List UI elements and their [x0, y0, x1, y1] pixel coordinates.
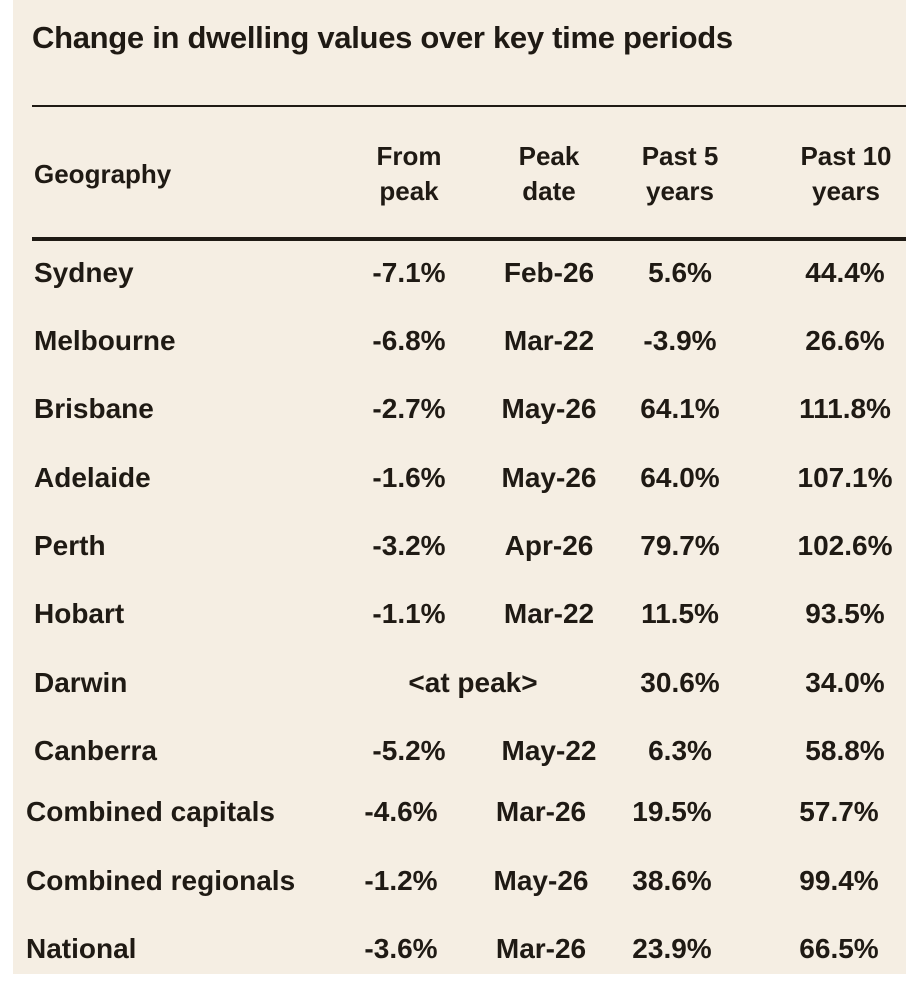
table-row: National -3.6% Mar-26 23.9% 66.5%	[13, 929, 906, 969]
header-geography: Geography	[34, 159, 172, 189]
dwelling-values-table-panel: Change in dwelling values over key time …	[13, 0, 906, 974]
header-from-peak-line2: peak	[379, 176, 439, 206]
table-row: Sydney -7.1% Feb-26 5.6% 44.4%	[13, 253, 906, 293]
geography-cell: Sydney	[34, 257, 134, 288]
header-past-10-line2: years	[812, 176, 880, 206]
peak-date-cell: Apr-26	[504, 530, 594, 561]
past-10-years-cell: 58.8%	[805, 735, 885, 766]
header-past-10-line1: Past 10	[800, 141, 892, 171]
from-peak-cell: -7.1%	[372, 257, 446, 288]
peak-date-cell: May-26	[501, 462, 597, 493]
geography-cell: Hobart	[34, 598, 125, 629]
from-peak-cell: -1.1%	[372, 598, 446, 629]
table-row: Hobart -1.1% Mar-22 11.5% 93.5%	[13, 594, 906, 634]
header-past-5-line2: years	[646, 176, 714, 206]
header-past-10-years: Past 10 years	[781, 139, 911, 209]
past-5-years-cell: 30.6%	[640, 667, 720, 698]
past-5-years-cell: 64.0%	[640, 462, 720, 493]
from-peak-cell: -2.7%	[372, 393, 446, 424]
header-divider	[32, 237, 906, 241]
table-row: Brisbane -2.7% May-26 64.1% 111.8%	[13, 389, 906, 429]
geography-cell: Brisbane	[34, 393, 154, 424]
from-peak-cell: -4.6%	[364, 796, 438, 827]
geography-cell: Perth	[34, 530, 106, 561]
header-peak-date-line1: Peak	[518, 141, 580, 171]
past-10-years-cell: 93.5%	[805, 598, 885, 629]
header-peak-date-line2: date	[522, 176, 576, 206]
from-peak-cell: -6.8%	[372, 325, 446, 356]
from-peak-cell: -5.2%	[372, 735, 446, 766]
at-peak-cell: <at peak>	[408, 667, 538, 698]
past-10-years-cell: 26.6%	[805, 325, 885, 356]
past-10-years-cell: 57.7%	[799, 796, 879, 827]
past-10-years-cell: 107.1%	[797, 462, 893, 493]
table-row: Adelaide -1.6% May-26 64.0% 107.1%	[13, 458, 906, 498]
peak-date-cell: May-22	[501, 735, 597, 766]
from-peak-cell: -3.6%	[364, 933, 438, 964]
past-5-years-cell: 11.5%	[641, 598, 719, 629]
table-row: Darwin <at peak> 30.6% 34.0%	[13, 663, 906, 703]
geography-cell: National	[26, 933, 137, 964]
geography-cell: Darwin	[34, 667, 128, 698]
past-5-years-cell: 5.6%	[648, 257, 712, 288]
peak-date-cell: Mar-22	[503, 325, 595, 356]
past-10-years-cell: 102.6%	[797, 530, 893, 561]
past-5-years-cell: 79.7%	[640, 530, 720, 561]
geography-cell: Adelaide	[34, 462, 151, 493]
past-5-years-cell: 23.9%	[632, 933, 712, 964]
header-past-5-years: Past 5 years	[620, 139, 740, 209]
past-10-years-cell: 66.5%	[799, 933, 879, 964]
past-5-years-cell: -3.9%	[643, 325, 717, 356]
past-5-years-cell: 6.3%	[648, 735, 712, 766]
peak-date-cell: Feb-26	[503, 257, 595, 288]
past-10-years-cell: 34.0%	[805, 667, 885, 698]
past-10-years-cell: 99.4%	[799, 865, 879, 896]
peak-date-cell: May-26	[493, 865, 589, 896]
header-past-5-line1: Past 5	[641, 141, 719, 171]
geography-cell: Canberra	[34, 735, 157, 766]
table-row: Canberra -5.2% May-22 6.3% 58.8%	[13, 731, 906, 771]
past-5-years-cell: 38.6%	[632, 865, 712, 896]
from-peak-cell: -1.6%	[372, 462, 446, 493]
table-row: Combined capitals -4.6% Mar-26 19.5% 57.…	[13, 792, 906, 832]
header-from-peak: From peak	[357, 139, 461, 209]
table-row: Combined regionals -1.2% May-26 38.6% 99…	[13, 861, 906, 901]
geography-cell: Melbourne	[34, 325, 176, 356]
peak-date-cell: May-26	[501, 393, 597, 424]
geography-cell: Combined regionals	[26, 865, 296, 896]
peak-date-cell: Mar-22	[503, 598, 595, 629]
peak-date-cell: Mar-26	[495, 933, 587, 964]
past-10-years-cell: 111.8%	[799, 393, 891, 424]
past-5-years-cell: 64.1%	[640, 393, 720, 424]
geography-cell: Combined capitals	[26, 796, 275, 827]
peak-date-cell: Mar-26	[495, 796, 587, 827]
table-title: Change in dwelling values over key time …	[32, 20, 733, 55]
header-peak-date: Peak date	[497, 139, 601, 209]
table-row: Perth -3.2% Apr-26 79.7% 102.6%	[13, 526, 906, 566]
past-10-years-cell: 44.4%	[805, 257, 885, 288]
title-divider	[32, 105, 906, 107]
from-peak-cell: -1.2%	[364, 865, 438, 896]
past-5-years-cell: 19.5%	[632, 796, 712, 827]
header-from-peak-line1: From	[376, 141, 442, 171]
table-row: Melbourne -6.8% Mar-22 -3.9% 26.6%	[13, 321, 906, 361]
from-peak-cell: -3.2%	[372, 530, 446, 561]
